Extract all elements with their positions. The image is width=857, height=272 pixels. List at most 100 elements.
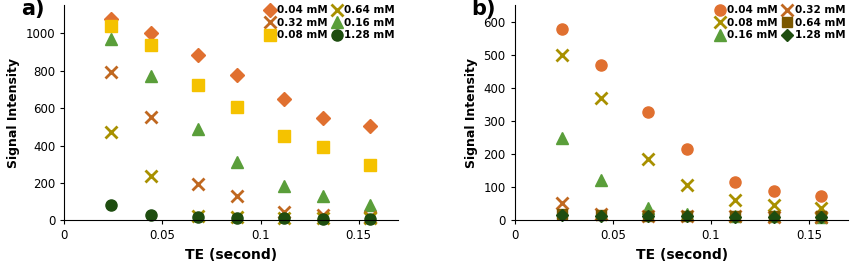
0.32 mM: [729, 215, 740, 218]
1.28 mM: [557, 214, 567, 217]
1.28 mM: [106, 204, 117, 207]
0.08 mM: [193, 83, 203, 86]
0.04 mM: [596, 63, 606, 67]
Line: 1.28 mM: 1.28 mM: [105, 200, 376, 224]
0.16 mM: [318, 194, 328, 198]
0.08 mM: [279, 135, 290, 138]
0.04 mM: [193, 53, 203, 57]
0.04 mM: [365, 124, 375, 128]
1.28 mM: [193, 215, 203, 219]
1.28 mM: [318, 217, 328, 221]
0.16 mM: [146, 74, 156, 77]
Line: 0.64 mM: 0.64 mM: [557, 209, 826, 221]
0.16 mM: [769, 215, 779, 218]
0.16 mM: [193, 127, 203, 130]
0.08 mM: [146, 43, 156, 46]
1.28 mM: [682, 215, 692, 218]
0.16 mM: [729, 214, 740, 217]
0.32 mM: [106, 70, 117, 73]
0.04 mM: [106, 18, 117, 21]
1.28 mM: [232, 216, 243, 219]
1.28 mM: [279, 217, 290, 220]
Line: 0.04 mM: 0.04 mM: [556, 23, 826, 201]
0.64 mM: [729, 214, 740, 218]
Line: 0.08 mM: 0.08 mM: [105, 20, 376, 171]
0.64 mM: [365, 217, 375, 220]
0.08 mM: [232, 106, 243, 109]
1.28 mM: [365, 217, 375, 221]
0.16 mM: [596, 178, 606, 182]
0.16 mM: [557, 136, 567, 139]
0.32 mM: [146, 115, 156, 118]
0.64 mM: [816, 215, 826, 218]
0.04 mM: [643, 110, 653, 113]
0.04 mM: [146, 31, 156, 34]
0.08 mM: [318, 145, 328, 148]
0.64 mM: [193, 214, 203, 217]
0.04 mM: [682, 148, 692, 151]
0.32 mM: [682, 214, 692, 218]
0.04 mM: [557, 27, 567, 30]
0.32 mM: [365, 215, 375, 219]
0.16 mM: [365, 204, 375, 207]
Line: 0.16 mM: 0.16 mM: [556, 132, 826, 222]
Line: 0.08 mM: 0.08 mM: [555, 49, 827, 214]
0.32 mM: [193, 182, 203, 186]
0.32 mM: [643, 214, 653, 217]
Line: 1.28 mM: 1.28 mM: [558, 211, 825, 221]
0.08 mM: [816, 206, 826, 209]
X-axis label: TE (second): TE (second): [185, 248, 277, 262]
Line: 0.32 mM: 0.32 mM: [555, 197, 827, 223]
Text: a): a): [21, 0, 45, 19]
0.64 mM: [682, 214, 692, 218]
0.08 mM: [643, 157, 653, 161]
0.04 mM: [232, 73, 243, 76]
0.16 mM: [643, 206, 653, 209]
1.28 mM: [816, 215, 826, 219]
0.64 mM: [106, 131, 117, 134]
1.28 mM: [769, 215, 779, 218]
0.08 mM: [596, 96, 606, 100]
0.64 mM: [769, 215, 779, 218]
Y-axis label: Signal Intensity: Signal Intensity: [7, 58, 20, 168]
0.16 mM: [106, 38, 117, 41]
0.32 mM: [596, 213, 606, 216]
0.64 mM: [318, 217, 328, 220]
1.28 mM: [146, 213, 156, 216]
Legend: 0.04 mM, 0.32 mM, 0.08 mM, 0.64 mM, 0.16 mM, 1.28 mM: 0.04 mM, 0.32 mM, 0.08 mM, 0.64 mM, 0.16…: [264, 4, 396, 42]
0.08 mM: [729, 198, 740, 202]
0.04 mM: [729, 181, 740, 184]
0.16 mM: [682, 213, 692, 216]
0.64 mM: [279, 216, 290, 219]
0.32 mM: [557, 202, 567, 205]
0.04 mM: [816, 194, 826, 197]
1.28 mM: [729, 215, 740, 218]
Line: 0.16 mM: 0.16 mM: [105, 33, 376, 211]
Y-axis label: Signal Intensity: Signal Intensity: [464, 58, 478, 168]
0.08 mM: [769, 204, 779, 207]
0.08 mM: [557, 53, 567, 57]
0.32 mM: [232, 194, 243, 198]
0.08 mM: [106, 24, 117, 28]
0.08 mM: [365, 163, 375, 167]
0.16 mM: [816, 215, 826, 219]
0.04 mM: [279, 97, 290, 100]
0.64 mM: [232, 215, 243, 219]
1.28 mM: [643, 215, 653, 218]
0.32 mM: [318, 214, 328, 217]
0.64 mM: [596, 214, 606, 217]
0.32 mM: [279, 210, 290, 214]
0.16 mM: [279, 184, 290, 187]
Text: b): b): [471, 0, 496, 19]
0.64 mM: [643, 214, 653, 217]
0.04 mM: [318, 116, 328, 119]
0.64 mM: [146, 175, 156, 178]
0.16 mM: [232, 161, 243, 164]
Line: 0.64 mM: 0.64 mM: [105, 126, 377, 225]
Line: 0.04 mM: 0.04 mM: [106, 15, 375, 131]
0.32 mM: [769, 215, 779, 219]
0.04 mM: [769, 190, 779, 193]
Line: 0.32 mM: 0.32 mM: [105, 66, 377, 223]
X-axis label: TE (second): TE (second): [636, 248, 728, 262]
0.32 mM: [816, 215, 826, 219]
